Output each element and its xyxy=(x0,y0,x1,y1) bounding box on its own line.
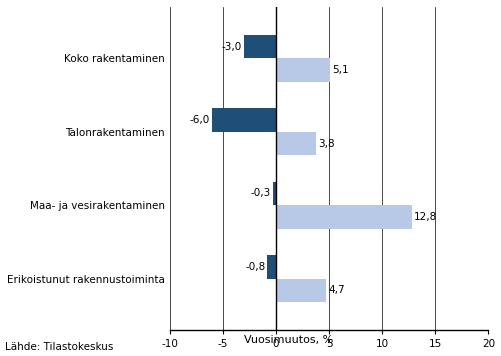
Text: 3,8: 3,8 xyxy=(318,138,334,148)
Text: Lähde: Tilastokeskus: Lähde: Tilastokeskus xyxy=(5,342,113,352)
Text: -6,0: -6,0 xyxy=(189,115,209,125)
Text: -0,8: -0,8 xyxy=(244,262,265,272)
Text: 4,7: 4,7 xyxy=(327,286,344,295)
Bar xyxy=(276,279,325,302)
Text: 5,1: 5,1 xyxy=(332,65,348,75)
Bar xyxy=(267,255,276,279)
Text: -0,3: -0,3 xyxy=(250,188,270,198)
Bar xyxy=(276,132,316,155)
Text: 12,8: 12,8 xyxy=(413,212,436,222)
Bar xyxy=(243,35,276,58)
Bar xyxy=(272,182,276,205)
Bar xyxy=(212,108,276,132)
Bar xyxy=(276,58,330,82)
Text: -3,0: -3,0 xyxy=(221,42,241,52)
Bar xyxy=(276,205,411,229)
Text: Vuosimuutos, %: Vuosimuutos, % xyxy=(244,335,333,345)
